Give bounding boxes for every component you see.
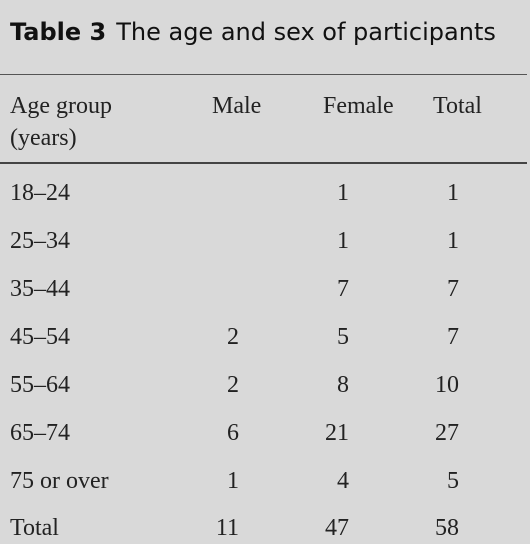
top-rule [0, 74, 527, 75]
table-row: 25–34 1 1 [0, 225, 530, 257]
cell-total: 5 [447, 468, 459, 494]
table-number: Table 3 [10, 18, 107, 46]
cell-female: 5 [337, 324, 349, 350]
cell-total: 58 [435, 515, 459, 541]
cell-male: 2 [227, 372, 239, 398]
cell-total: 1 [447, 228, 459, 254]
cell-female: 1 [337, 180, 349, 206]
cell-female: 7 [337, 276, 349, 302]
header-rule [0, 162, 527, 164]
cell-male: 2 [227, 324, 239, 350]
cell-female: 1 [337, 228, 349, 254]
cell-age-group: 75 or over [10, 468, 109, 494]
table-row: 45–54 2 5 7 [0, 321, 530, 353]
cell-age-group: 55–64 [10, 372, 70, 398]
cell-female: 47 [325, 515, 349, 541]
cell-age-group: 45–54 [10, 324, 70, 350]
cell-total: 7 [447, 276, 459, 302]
table-title: The age and sex of participants [116, 18, 496, 46]
header-total: Total [433, 93, 482, 119]
cell-female: 21 [325, 420, 349, 446]
cell-age-group: 25–34 [10, 228, 70, 254]
cell-total: 7 [447, 324, 459, 350]
table-row: 55–64 2 8 10 [0, 369, 530, 401]
cell-age-group: 18–24 [10, 180, 70, 206]
cell-total: 10 [435, 372, 459, 398]
header-female: Female [323, 93, 394, 119]
cell-total: 27 [435, 420, 459, 446]
table-row: Total 11 47 58 [0, 512, 530, 544]
cell-age-group: Total [10, 515, 59, 541]
cell-total: 1 [447, 180, 459, 206]
header-age-unit: (years) [10, 125, 77, 151]
cell-female: 8 [337, 372, 349, 398]
cell-male: 11 [215, 515, 239, 541]
table-row: 18–24 1 1 [0, 177, 530, 209]
table-row: 65–74 6 21 27 [0, 417, 530, 449]
cell-female: 4 [337, 468, 349, 494]
header-male: Male [212, 93, 262, 119]
header-age-group: Age group [10, 93, 112, 119]
cell-male: 6 [227, 420, 239, 446]
table-row: 75 or over 1 4 5 [0, 465, 530, 497]
cell-male: 1 [227, 468, 239, 494]
table-caption: Table 3 The age and sex of participants [10, 18, 496, 46]
cell-age-group: 35–44 [10, 276, 70, 302]
table-row: 35–44 7 7 [0, 273, 530, 305]
cell-age-group: 65–74 [10, 420, 70, 446]
